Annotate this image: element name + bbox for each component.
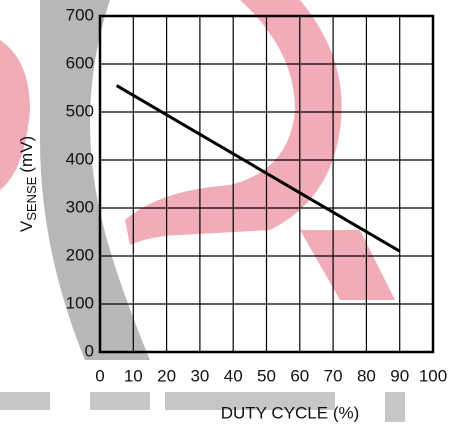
watermark-gray	[40, 0, 150, 360]
x-tick-label: 10	[124, 366, 143, 385]
watermark-pink	[0, 40, 30, 190]
watermark	[0, 0, 405, 422]
y-tick-label: 600	[66, 53, 94, 72]
y-tick-label: 700	[66, 5, 94, 24]
y-label-main: V	[17, 220, 36, 232]
x-axis-label: DUTY CYCLE (%)	[221, 403, 360, 422]
y-tick-label: 400	[66, 149, 94, 168]
y-axis-label: VSENSE (mV)	[17, 136, 39, 232]
watermark-pink	[125, 0, 342, 245]
y-label-unit: (mV)	[17, 136, 36, 173]
plot-frame	[98, 14, 435, 354]
x-tick-label: 60	[290, 366, 309, 385]
x-tick-label: 0	[95, 366, 104, 385]
watermark-pink	[300, 230, 395, 300]
watermark-gray	[0, 392, 50, 410]
y-tick-label: 500	[66, 101, 94, 120]
y-tick-label: 0	[85, 341, 94, 360]
y-tick-label: 200	[66, 245, 94, 264]
x-tick-label: 30	[190, 366, 209, 385]
watermark-gray	[90, 392, 150, 410]
y-label-sub: SENSE	[24, 176, 39, 220]
x-tick-label: 100	[419, 366, 447, 385]
x-tick-label: 50	[257, 366, 276, 385]
watermark-gray	[165, 392, 335, 410]
watermark-gray	[385, 392, 405, 422]
x-tick-label: 70	[324, 366, 343, 385]
x-tick-label: 80	[357, 366, 376, 385]
x-tick-label: 90	[390, 366, 409, 385]
y-tick-label: 100	[66, 293, 94, 312]
data-line	[115, 84, 401, 253]
x-tick-label: 20	[157, 366, 176, 385]
x-tick-label: 40	[224, 366, 243, 385]
y-tick-label: 300	[66, 197, 94, 216]
